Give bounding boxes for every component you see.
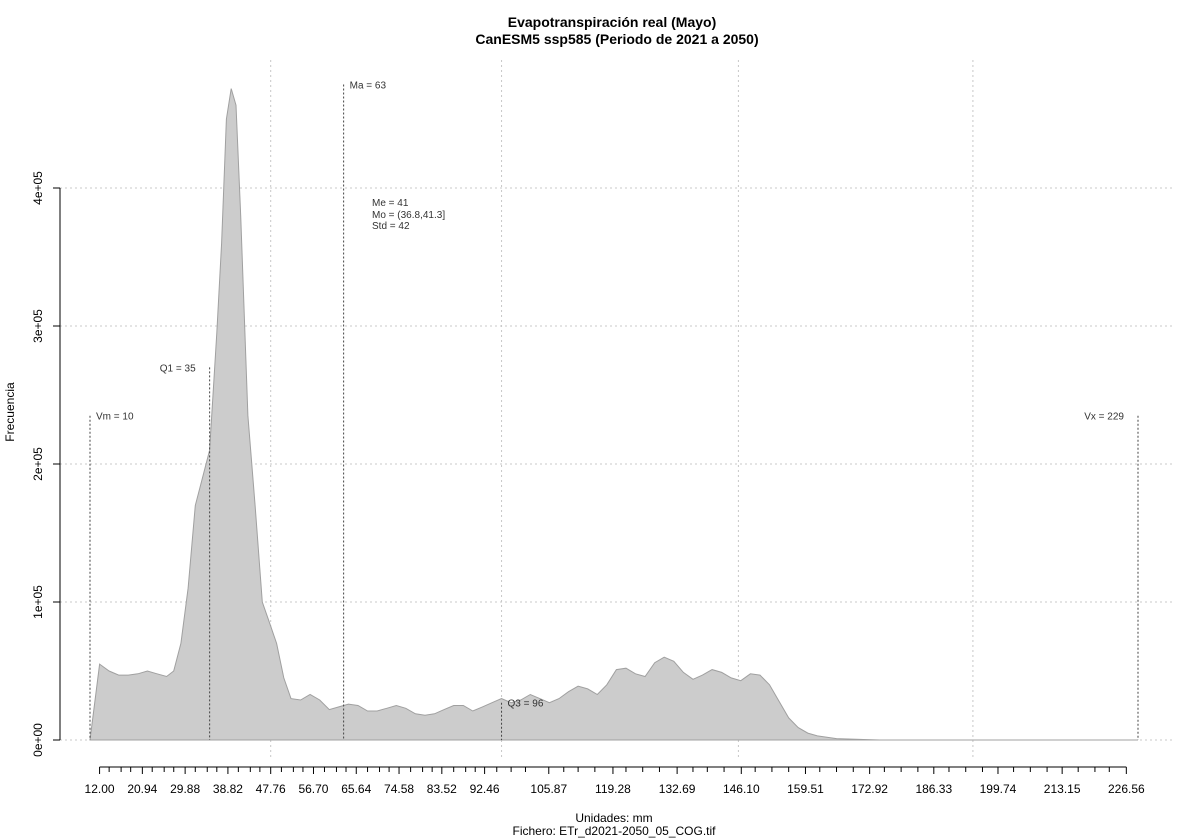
stats-median: Me = 41 [372, 198, 409, 209]
marker-label: Ma = 63 [350, 81, 387, 92]
chart-title: Evapotranspiración real (Mayo) [508, 14, 717, 30]
y-tick-label: 2e+05 [31, 447, 45, 481]
stats-std: Std = 42 [372, 221, 410, 232]
x-tick-label: 132.69 [659, 782, 696, 796]
density-series-area [89, 88, 1138, 741]
density-area [89, 88, 1138, 741]
x-tick-label: 38.82 [213, 782, 243, 796]
x-tick-label: 199.74 [980, 782, 1017, 796]
axes: 12.00 20.94 29.88 38.82 47.76 56.70 65.64 74.58… [31, 171, 1145, 796]
marker-label: Q1 = 35 [160, 363, 196, 374]
y-axis-label: Frecuencia [3, 382, 17, 442]
y-tick-label: 4e+05 [31, 171, 45, 205]
marker-label: Vm = 10 [96, 412, 134, 423]
x-tick-label: 47.76 [256, 782, 286, 796]
marker-lines: Vm = 10 Q1 = 35 Ma = 63 Q3 = 96 Vx = 229 [89, 81, 1139, 740]
x-tick-label: 105.87 [530, 782, 567, 796]
x-tick-label: 92.46 [470, 782, 500, 796]
y-tick-label: 1e+05 [31, 585, 45, 619]
marker-label: Vx = 229 [1084, 412, 1124, 423]
x-tick-label: 83.52 [427, 782, 457, 796]
x-tick-label: 172.92 [851, 782, 888, 796]
x-tick-label: 74.58 [384, 782, 414, 796]
x-tick-label: 186.33 [915, 782, 952, 796]
x-tick-label: 20.94 [127, 782, 157, 796]
chart-subtitle: CanESM5 ssp585 (Periodo de 2021 a 2050) [475, 31, 758, 47]
x-tick-label: 159.51 [787, 782, 824, 796]
x-tick-label: 226.56 [1108, 782, 1145, 796]
x-tick-label: 56.70 [298, 782, 328, 796]
x-tick-label: 29.88 [170, 782, 200, 796]
x-axis-label: Unidades: mm [575, 811, 652, 825]
y-tick-label: 0e+00 [31, 723, 45, 757]
marker-label: Q3 = 96 [508, 699, 544, 710]
stats-annotation: Me = 41 Mo = (36.8,41.3] Std = 42 [372, 198, 445, 232]
x-tick-label: 65.64 [341, 782, 371, 796]
footer-filename: Fichero: ETr_d2021-2050_05_COG.tif [513, 824, 717, 838]
x-tick-label: 213.15 [1044, 782, 1081, 796]
y-tick-label: 3e+05 [31, 309, 45, 343]
x-tick-label: 146.10 [723, 782, 760, 796]
x-tick-label: 119.28 [595, 782, 631, 796]
stats-mode: Mo = (36.8,41.3] [372, 210, 445, 221]
x-tick-label: 12.00 [85, 782, 115, 796]
